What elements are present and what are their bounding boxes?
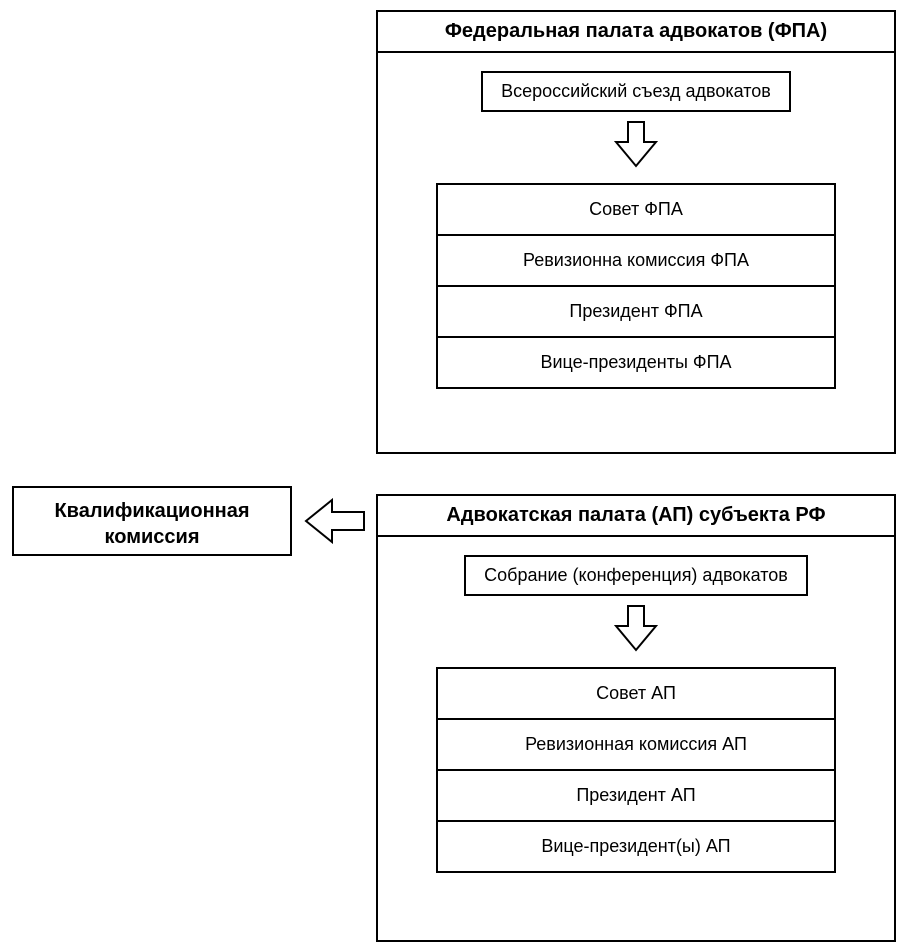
arrow-left-icon xyxy=(304,498,366,544)
panel-fpa: Федеральная палата адвокатов (ФПА) Всеро… xyxy=(376,10,896,454)
ap-row: Ревизионная комиссия АП xyxy=(436,718,836,771)
panel-ap-title: Адвокатская палата (АП) субъекта РФ xyxy=(378,496,894,537)
panel-ap: Адвокатская палата (АП) субъекта РФ Собр… xyxy=(376,494,896,942)
fpa-row: Ревизионна комиссия ФПА xyxy=(436,234,836,287)
fpa-row: Президент ФПА xyxy=(436,285,836,338)
arrow-down-icon xyxy=(614,120,658,173)
ap-congress-box: Собрание (конференция) адвокатов xyxy=(464,555,808,596)
fpa-congress-box: Всероссийский съезд адвокатов xyxy=(481,71,791,112)
fpa-row: Совет ФПА xyxy=(436,183,836,236)
panel-ap-body: Собрание (конференция) адвокатов Совет А… xyxy=(378,537,894,891)
arrow-left-shape xyxy=(306,500,364,542)
arrow-down-shape xyxy=(616,606,656,650)
qualification-line1: Квалификационная xyxy=(26,498,278,524)
qualification-box: Квалификационная комиссия xyxy=(12,486,292,556)
fpa-stack: Совет ФПА Ревизионна комиссия ФПА Презид… xyxy=(436,183,836,389)
arrow-down-shape xyxy=(616,122,656,166)
qualification-line2: комиссия xyxy=(26,524,278,550)
ap-row: Вице-президент(ы) АП xyxy=(436,820,836,873)
ap-row: Совет АП xyxy=(436,667,836,720)
panel-fpa-title: Федеральная палата адвокатов (ФПА) xyxy=(378,12,894,53)
panel-fpa-body: Всероссийский съезд адвокатов Совет ФПА … xyxy=(378,53,894,407)
arrow-down-icon xyxy=(614,604,658,657)
ap-row: Президент АП xyxy=(436,769,836,822)
ap-stack: Совет АП Ревизионная комиссия АП Президе… xyxy=(436,667,836,873)
fpa-row: Вице-президенты ФПА xyxy=(436,336,836,389)
